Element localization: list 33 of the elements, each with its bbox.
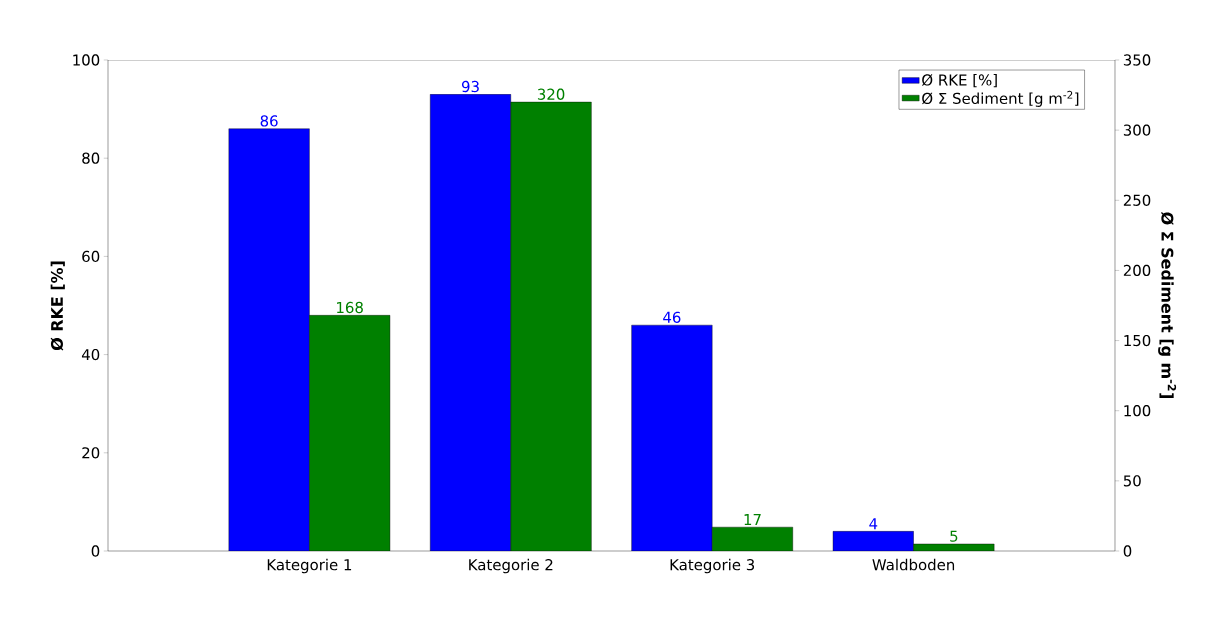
y-axis-title: Ø RKE [%]	[50, 261, 65, 351]
data-label: 17	[744, 514, 761, 525]
y2-tick-label: 100	[1124, 405, 1151, 417]
y2-tick-label: 150	[1124, 334, 1151, 347]
bar	[832, 531, 914, 551]
data-label: 4	[869, 518, 878, 530]
x-tick-label: Kategorie 1	[267, 558, 352, 574]
y2-axis-title: Ø Σ Sediment [g m$^{-2}$]	[1158, 212, 1177, 398]
data-label: 46	[663, 311, 681, 323]
x-tick-label: Waldboden	[872, 558, 955, 571]
y-tick-label: 60	[82, 250, 100, 263]
y2-tick-label: 300	[1123, 124, 1151, 136]
data-label: 93	[461, 80, 479, 93]
x-tick-label: Kategorie 2	[469, 558, 553, 574]
legend-label: Ø RKE [%]	[922, 74, 997, 88]
data-label: 168	[337, 301, 363, 314]
data-label: 320	[537, 88, 565, 100]
y2-tick-label: 250	[1123, 194, 1151, 206]
y-tick-label: 80	[82, 152, 100, 164]
data-label: 86	[260, 115, 278, 127]
y-tick-label: 40	[81, 348, 100, 361]
y2-tick-label: 50	[1123, 475, 1141, 487]
y2-tick-label: 0	[1123, 545, 1132, 557]
data-label: 5	[950, 530, 958, 542]
y2-tick-label: 350	[1123, 54, 1151, 66]
y-tick-label: 0	[91, 545, 100, 557]
y-tick-label: 100	[73, 54, 100, 66]
y-tick-label: 20	[82, 447, 100, 459]
legend-label: Ø Σ Sediment [g m$^{-2}$]	[922, 90, 1079, 107]
bar	[631, 325, 713, 551]
bar	[712, 527, 793, 551]
x-tick-label: Kategorie 3	[670, 558, 755, 574]
y2-tick-label: 200	[1123, 264, 1151, 277]
